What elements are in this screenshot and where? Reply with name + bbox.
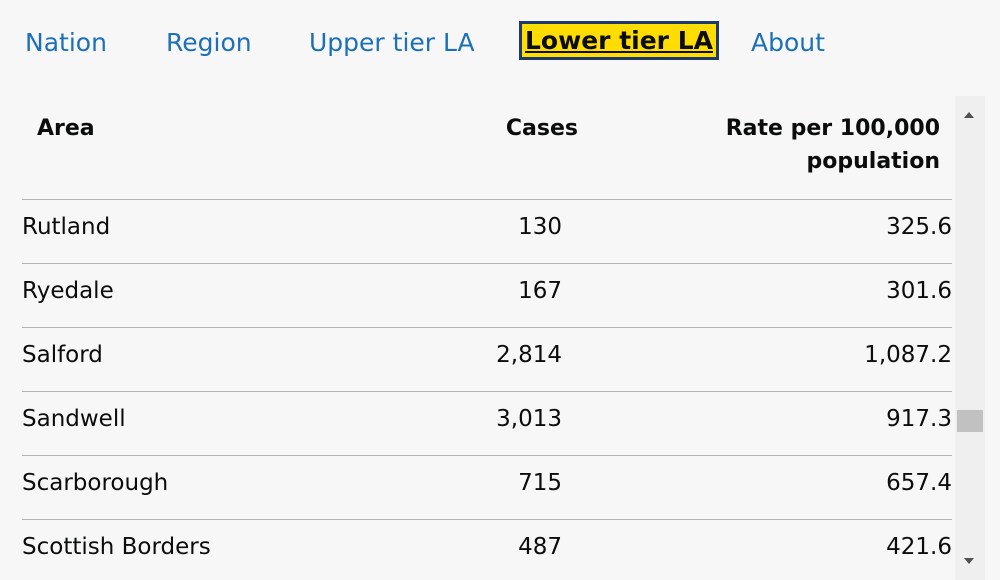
- table-cell: 301.6: [886, 278, 952, 304]
- table-cell: 325.6: [886, 214, 952, 240]
- scrollbar[interactable]: [955, 96, 985, 580]
- table-cell: Rutland: [22, 214, 111, 240]
- table-cell: Ryedale: [22, 278, 114, 304]
- table-row: Salford 2,814 1,087.2: [22, 327, 952, 392]
- table-cell: Sandwell: [22, 406, 126, 432]
- table-cell: 657.4: [886, 470, 952, 496]
- table-cell: 2,814: [496, 342, 562, 368]
- table-row: Scarborough 715 657.4: [22, 455, 952, 520]
- tab[interactable]: Lower tier LA: [519, 21, 719, 60]
- table-cell: Scarborough: [22, 470, 169, 496]
- tab[interactable]: Region: [166, 28, 252, 57]
- table-cell: 917.3: [886, 406, 952, 432]
- table-cell: Salford: [22, 342, 103, 368]
- table-row: Ryedale 167 301.6: [22, 263, 952, 328]
- table-row: Scottish Borders 487 421.6: [22, 519, 952, 580]
- table-row: Sandwell 3,013 917.3: [22, 391, 952, 456]
- table-cell: 3,013: [496, 406, 562, 432]
- table-row: Rutland 130 325.6: [22, 199, 952, 264]
- tab[interactable]: Upper tier LA: [309, 28, 475, 57]
- header-rate: Rate per 100,000 population: [725, 116, 940, 174]
- scrollbar-arrows: [957, 112, 983, 564]
- tab[interactable]: Nation: [25, 28, 107, 57]
- table-cell: 487: [518, 534, 562, 560]
- table-cell: 421.6: [886, 534, 952, 560]
- header-area: Area: [37, 116, 95, 141]
- tab[interactable]: About: [751, 28, 825, 57]
- table-cell: Scottish Borders: [22, 534, 211, 560]
- table-cell: 1,087.2: [864, 342, 952, 368]
- header-cases: Cases: [505, 116, 578, 141]
- table-cell: 167: [518, 278, 562, 304]
- table-cell: 130: [518, 214, 562, 240]
- table-cell: 715: [518, 470, 562, 496]
